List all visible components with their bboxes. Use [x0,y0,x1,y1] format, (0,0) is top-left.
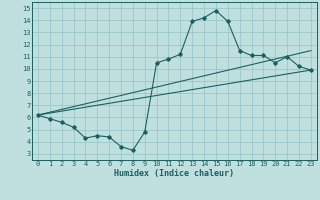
X-axis label: Humidex (Indice chaleur): Humidex (Indice chaleur) [115,169,234,178]
